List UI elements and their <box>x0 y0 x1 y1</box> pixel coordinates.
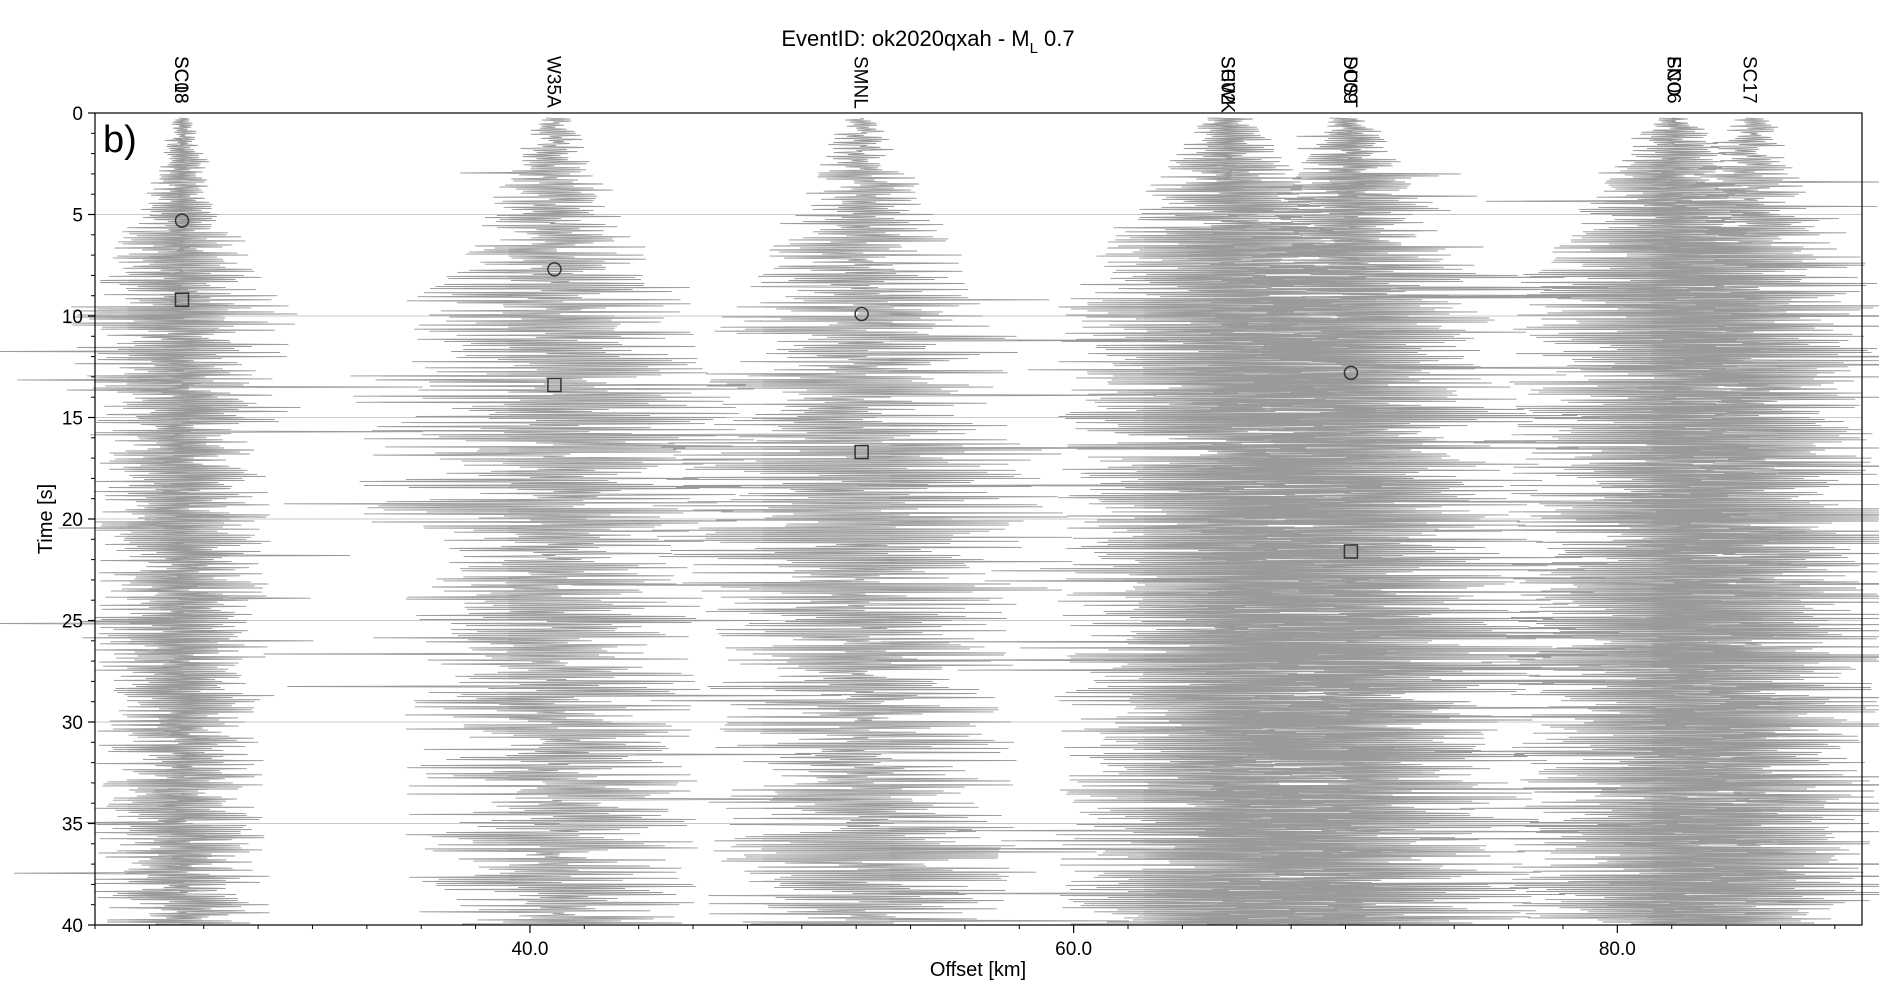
x-tick-label: 60.0 <box>1055 939 1092 960</box>
y-tick-label: 25 <box>62 612 83 633</box>
s-pick-marker <box>547 377 562 393</box>
s-pick-marker <box>854 444 869 460</box>
chart-title: EventID: ok2020qxah - ML 0.7 <box>781 26 1074 57</box>
p-pick-marker <box>854 306 869 322</box>
x-tick-label: 80.0 <box>1599 939 1636 960</box>
station-label: SC17 <box>1739 56 1760 104</box>
x-tick-label: 40.0 <box>511 939 548 960</box>
station-label: FNO <box>1662 56 1683 96</box>
station-label: SMNL <box>850 56 871 109</box>
seismogram-trace <box>1055 117 1656 925</box>
seismogram-trace <box>1432 117 1879 925</box>
seismogram-traces <box>0 117 1879 925</box>
x-axis: 40.0 60.0 80.0 <box>94 925 1836 960</box>
seismogram-trace <box>522 117 1223 925</box>
p-pick-marker <box>1343 365 1359 381</box>
s-pick-marker <box>1343 544 1359 559</box>
seismogram-trace <box>263 117 856 925</box>
phase-picks <box>174 213 1359 559</box>
station-label: SC02 <box>1217 56 1238 104</box>
y-tick-label: 10 <box>62 307 83 328</box>
y-tick-label: 35 <box>62 815 83 836</box>
y-axis: 0 5 10 15 20 25 30 35 40 <box>62 104 95 937</box>
y-axis-label: Time [s] <box>35 484 57 554</box>
y-tick-label: 15 <box>62 409 83 430</box>
y-tick-label: 40 <box>62 916 83 937</box>
y-tick-label: 30 <box>62 713 83 734</box>
grid-lines <box>95 214 1862 824</box>
station-label: SC09 <box>1339 56 1360 104</box>
p-pick-marker <box>174 213 190 228</box>
station-label: W35A <box>542 56 563 108</box>
y-tick-label: 5 <box>72 206 83 227</box>
x-axis-label: Offset [km] <box>930 959 1026 981</box>
station-label: SHWK <box>1217 56 1238 113</box>
p-pick-marker <box>547 262 562 277</box>
y-tick-label: 0 <box>72 104 83 125</box>
panel-label: b) <box>103 119 137 161</box>
station-label: SC06 <box>1662 56 1683 104</box>
s-pick-marker <box>174 292 190 308</box>
station-label: SC08 <box>170 56 191 104</box>
station-label: SC18 <box>170 56 191 104</box>
seismogram-trace <box>0 117 424 925</box>
y-tick-label: 20 <box>62 510 83 531</box>
station-label: DUST <box>1339 56 1360 108</box>
